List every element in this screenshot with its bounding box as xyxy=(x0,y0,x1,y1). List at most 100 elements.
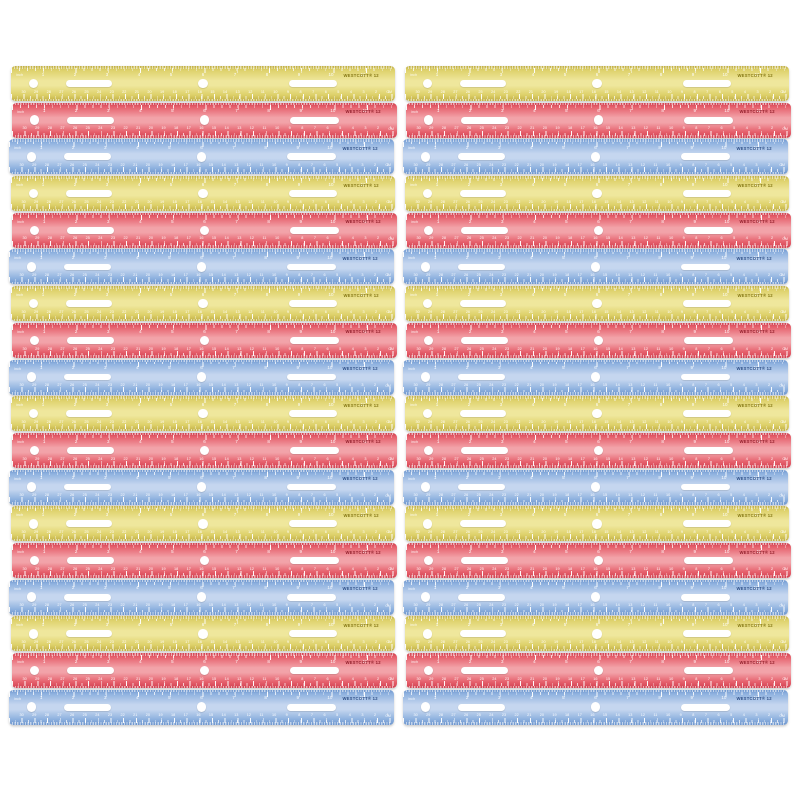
ruler-brand-label: WESTCOTT® 12 xyxy=(736,586,772,592)
inch-number: 2 xyxy=(73,181,77,187)
ruler-left-hole xyxy=(29,665,40,676)
inch-number: 5 xyxy=(563,622,567,628)
ruler-cm-unit-label: CM xyxy=(782,456,788,461)
ruler-left-hole xyxy=(29,225,40,235)
inch-number: 5 xyxy=(562,255,565,261)
ruler-yellow: inch 1 2 3 4 5 6 7 8 9 10 11 WESTCOTT® 12 30 29 28 27… xyxy=(405,286,789,322)
inch-number: 10 xyxy=(328,181,334,187)
ruler-top-serrated-edge xyxy=(409,432,788,436)
ruler-brand-label: WESTCOTT® 12 xyxy=(739,549,775,555)
inch-number: 5 xyxy=(171,328,174,334)
inch-number: 2 xyxy=(468,658,472,664)
inch-number: 3 xyxy=(497,475,501,481)
ruler-center-hole xyxy=(590,702,601,712)
ruler-cm-minor-tick-marks xyxy=(405,426,789,429)
ruler-brand-label: WESTCOTT® 12 xyxy=(737,292,773,298)
inch-number: 2 xyxy=(468,328,472,334)
inch-number: 6 xyxy=(201,71,205,77)
inch-number: 3 xyxy=(106,548,110,554)
ruler-left-hole xyxy=(422,629,433,639)
ruler-red: inch 1 2 3 4 5 6 7 8 9 10 11 WESTCOTT® 12 30 29 28 27… xyxy=(12,653,397,688)
inch-number: 10 xyxy=(330,658,336,664)
inch-number: 4 xyxy=(530,475,533,481)
inch-number: 3 xyxy=(500,548,504,554)
inch-number: 8 xyxy=(265,71,269,77)
inch-number: 6 xyxy=(595,291,599,297)
ruler-inch-numbers: 1 2 3 4 5 6 7 8 9 10 11 xyxy=(405,71,789,78)
ruler-bottom-serrated-edge xyxy=(15,135,394,138)
ruler-right-slot xyxy=(681,263,731,271)
ruler-inch-numbers: 1 2 3 4 5 6 7 8 9 10 11 xyxy=(11,513,395,518)
inch-number: 10 xyxy=(721,475,727,481)
inch-number: 4 xyxy=(531,71,535,77)
ruler-cm-minor-tick-marks xyxy=(11,536,395,540)
ruler-cm-unit-label: CM xyxy=(386,200,392,205)
inch-number: 9 xyxy=(691,622,695,628)
inch-number: 1 xyxy=(42,438,46,444)
inch-number: 5 xyxy=(565,438,568,444)
inch-number: 6 xyxy=(594,475,597,481)
ruler-left-hole xyxy=(28,188,39,199)
ruler-top-serrated-edge xyxy=(15,102,394,106)
inch-number: 5 xyxy=(565,328,568,334)
inch-number: 6 xyxy=(595,401,599,407)
inch-number: 5 xyxy=(562,365,565,371)
ruler-left-hole xyxy=(422,188,433,199)
inch-number: 7 xyxy=(232,365,235,371)
ruler-center-hole xyxy=(592,629,602,639)
ruler-left-slot xyxy=(459,300,507,308)
inch-number: 2 xyxy=(465,695,469,701)
inch-number: 4 xyxy=(137,401,141,407)
ruler-left-slot xyxy=(459,630,507,638)
inch-number: 5 xyxy=(168,365,171,371)
ruler-inch-unit-label: inch xyxy=(408,696,415,701)
ruler-top-serrated-edge xyxy=(408,616,786,619)
ruler-inch-minor-tick-marks xyxy=(406,104,791,108)
inch-number: 2 xyxy=(71,365,75,371)
inch-number: 7 xyxy=(235,548,238,554)
inch-number: 3 xyxy=(103,475,107,481)
inch-number: 8 xyxy=(265,291,269,297)
inch-number: 4 xyxy=(139,548,142,554)
ruler-inch-unit-label: inch xyxy=(408,476,415,481)
inch-number: 3 xyxy=(105,181,109,187)
ruler-top-serrated-edge xyxy=(15,432,394,436)
ruler-cm-minor-tick-marks xyxy=(403,719,788,723)
inch-number: 7 xyxy=(627,622,631,628)
inch-number: 6 xyxy=(203,438,206,444)
ruler-left-slot xyxy=(457,593,505,601)
inch-number: 10 xyxy=(330,108,336,114)
ruler-center-hole xyxy=(590,262,601,272)
ruler-inch-unit-label: inch xyxy=(410,183,417,188)
inch-number: 2 xyxy=(73,512,77,518)
inch-number: 1 xyxy=(436,108,440,114)
inch-number: 10 xyxy=(328,401,334,407)
ruler-inch-minor-tick-marks xyxy=(403,141,788,145)
ruler-bottom-serrated-edge xyxy=(409,685,788,688)
ruler-brand-label: WESTCOTT® 12 xyxy=(345,329,381,335)
ruler-cm-minor-tick-marks xyxy=(11,206,395,209)
ruler-brand-label: WESTCOTT® 12 xyxy=(342,366,378,372)
ruler-inch-minor-tick-marks xyxy=(405,508,789,512)
ruler-left-slot xyxy=(66,667,114,674)
ruler-bottom-serrated-edge xyxy=(406,502,785,505)
ruler-left-slot xyxy=(459,80,507,87)
ruler-left-hole xyxy=(423,335,434,346)
inch-number: 9 xyxy=(297,71,301,77)
ruler-inch-unit-label: inch xyxy=(408,586,415,591)
ruler-left-hole xyxy=(26,702,37,712)
inch-number: 10 xyxy=(722,512,728,518)
ruler-inch-minor-tick-marks xyxy=(406,325,791,328)
inch-number: 6 xyxy=(201,291,205,297)
ruler-inch-unit-label: inch xyxy=(410,623,417,628)
ruler-center-hole xyxy=(196,482,207,492)
inch-number: 5 xyxy=(565,548,568,554)
ruler-inch-numbers: 1 2 3 4 5 6 7 8 9 10 11 xyxy=(9,476,394,481)
inch-number: 4 xyxy=(533,658,536,664)
ruler-cm-unit-label: CM xyxy=(385,383,391,388)
inch-number: 9 xyxy=(691,71,695,77)
inch-number: 7 xyxy=(235,328,238,334)
ruler-inch-numbers: 1 2 3 4 5 6 7 8 9 10 11 xyxy=(11,71,395,78)
inch-number: 4 xyxy=(531,181,535,187)
inch-number: 8 xyxy=(267,328,270,334)
